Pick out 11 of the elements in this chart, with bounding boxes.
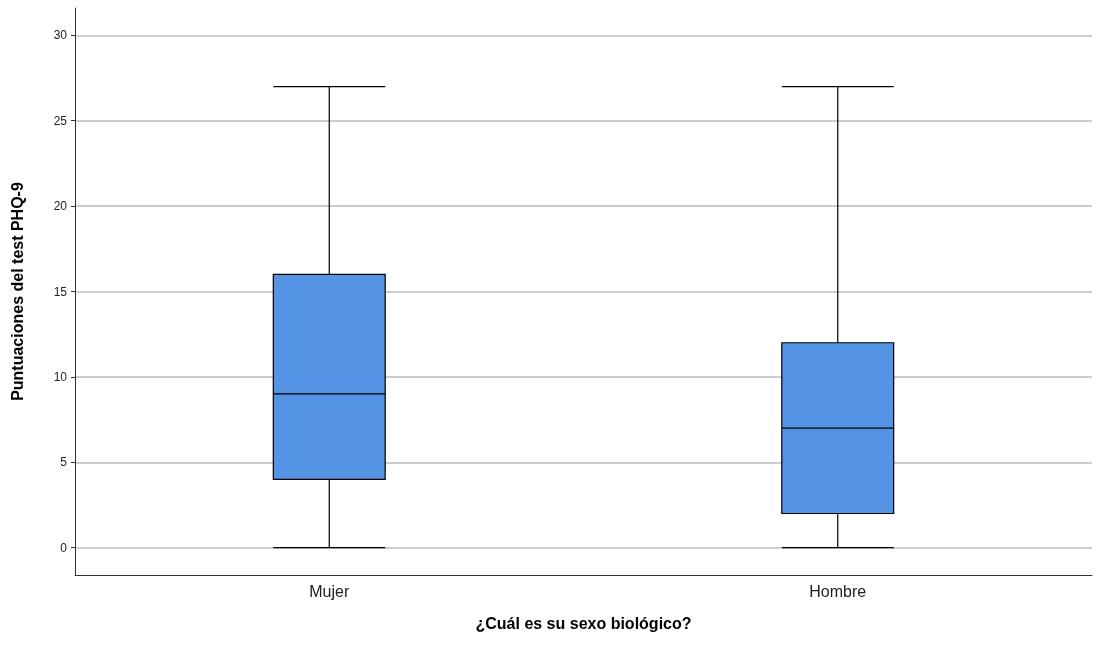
y-tick-label: 25 bbox=[53, 113, 68, 128]
y-tick-label: 0 bbox=[60, 540, 68, 555]
y-tick-label: 5 bbox=[60, 455, 68, 470]
y-tick-label: 20 bbox=[53, 199, 68, 214]
x-axis-title: ¿Cuál es su sexo biológico? bbox=[475, 614, 692, 632]
y-tick-label: 10 bbox=[53, 369, 68, 384]
x-tick-label: Mujer bbox=[309, 582, 350, 600]
y-axis-title: Puntuaciones del test PHQ-9 bbox=[8, 182, 26, 401]
y-tick-label: 30 bbox=[53, 28, 68, 43]
y-tick-label: 15 bbox=[53, 284, 68, 299]
x-tick-label: Hombre bbox=[809, 582, 867, 600]
